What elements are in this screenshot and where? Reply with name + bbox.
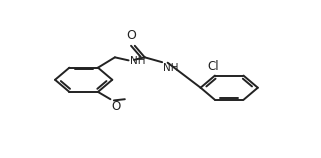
Text: Cl: Cl <box>208 60 220 73</box>
Text: O: O <box>112 100 121 113</box>
Text: NH: NH <box>163 63 179 73</box>
Text: O: O <box>126 30 136 43</box>
Text: NH: NH <box>130 56 145 66</box>
